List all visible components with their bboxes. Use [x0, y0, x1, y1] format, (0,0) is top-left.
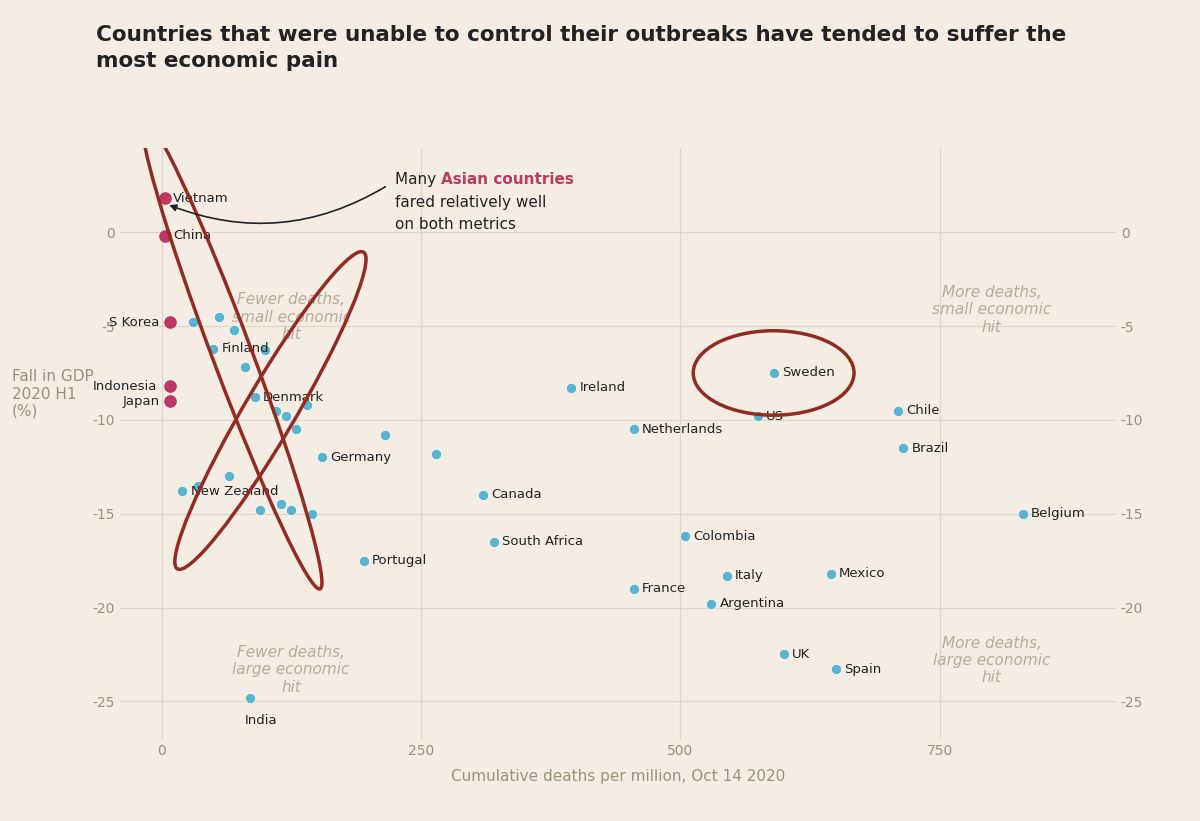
Text: Argentina: Argentina: [720, 598, 785, 610]
Text: Denmark: Denmark: [263, 391, 324, 404]
Point: [240, 691, 259, 704]
Point: [155, 192, 174, 205]
Text: Chile: Chile: [906, 404, 940, 417]
Text: Many: Many: [395, 172, 440, 187]
Text: Asian countries: Asian countries: [440, 172, 574, 187]
Text: US: US: [767, 410, 785, 423]
Point: [224, 323, 244, 337]
Text: More deaths,
small economic
hit: More deaths, small economic hit: [932, 285, 1051, 335]
Text: Italy: Italy: [736, 569, 764, 582]
Point: [764, 366, 784, 379]
Point: [313, 451, 332, 464]
Point: [894, 442, 913, 455]
Point: [188, 479, 208, 492]
Point: [209, 310, 228, 323]
Text: Fewer deaths,
large economic
hit: Fewer deaths, large economic hit: [233, 645, 350, 695]
Point: [251, 503, 270, 516]
Point: [161, 379, 180, 392]
Text: Vietnam: Vietnam: [173, 192, 228, 205]
Point: [354, 554, 373, 567]
Point: [774, 648, 793, 661]
Point: [266, 404, 286, 417]
Text: Finland: Finland: [222, 342, 269, 355]
Point: [271, 498, 290, 511]
Point: [624, 582, 643, 595]
Point: [287, 423, 306, 436]
Text: S Korea: S Korea: [109, 316, 160, 328]
Text: India: India: [245, 713, 277, 727]
Text: China: China: [173, 230, 211, 242]
Point: [562, 382, 581, 395]
Text: Indonesia: Indonesia: [92, 379, 157, 392]
Text: South Africa: South Africa: [502, 535, 583, 548]
Text: Sweden: Sweden: [782, 366, 835, 379]
Text: Canada: Canada: [492, 488, 542, 502]
Text: New Zealand: New Zealand: [191, 484, 278, 498]
Point: [702, 597, 721, 610]
Point: [374, 429, 394, 442]
Point: [184, 316, 203, 329]
Point: [282, 503, 301, 516]
Text: on both metrics: on both metrics: [395, 218, 516, 232]
Point: [821, 567, 840, 580]
Point: [276, 410, 295, 423]
Point: [245, 391, 264, 404]
Point: [220, 470, 239, 483]
Point: [256, 344, 275, 357]
Point: [302, 507, 322, 521]
Text: Countries that were unable to control their outbreaks have tended to suffer the
: Countries that were unable to control th…: [96, 25, 1067, 71]
Point: [173, 484, 192, 498]
Point: [676, 530, 695, 543]
Point: [235, 360, 254, 374]
Text: Spain: Spain: [844, 663, 882, 676]
Text: Netherlands: Netherlands: [642, 423, 724, 436]
Text: Brazil: Brazil: [912, 442, 949, 455]
Point: [624, 423, 643, 436]
Point: [204, 342, 223, 355]
Point: [718, 569, 737, 582]
Text: Belgium: Belgium: [1031, 507, 1086, 521]
Point: [749, 410, 768, 423]
Point: [827, 663, 846, 676]
Point: [155, 229, 174, 242]
Point: [161, 316, 180, 329]
X-axis label: Cumulative deaths per million, Oct 14 2020: Cumulative deaths per million, Oct 14 20…: [451, 769, 785, 784]
Text: Japan: Japan: [122, 395, 160, 407]
Point: [298, 398, 317, 411]
Text: fared relatively well: fared relatively well: [395, 195, 546, 209]
Point: [888, 404, 907, 417]
Point: [1013, 507, 1032, 521]
Point: [484, 535, 503, 548]
Text: Germany: Germany: [331, 451, 391, 464]
Text: France: France: [642, 582, 686, 595]
Point: [161, 395, 180, 408]
Point: [427, 447, 446, 461]
Text: Ireland: Ireland: [580, 382, 625, 394]
Text: Portugal: Portugal: [372, 554, 427, 567]
Text: Mexico: Mexico: [839, 567, 886, 580]
Point: [474, 488, 493, 502]
Text: Fewer deaths,
small economic
hit: Fewer deaths, small economic hit: [232, 292, 350, 342]
Text: Fall in GDP
2020 H1
(%): Fall in GDP 2020 H1 (%): [12, 369, 94, 419]
Text: More deaths,
large economic
hit: More deaths, large economic hit: [932, 635, 1050, 686]
Text: Colombia: Colombia: [694, 530, 756, 543]
Text: UK: UK: [792, 648, 810, 661]
